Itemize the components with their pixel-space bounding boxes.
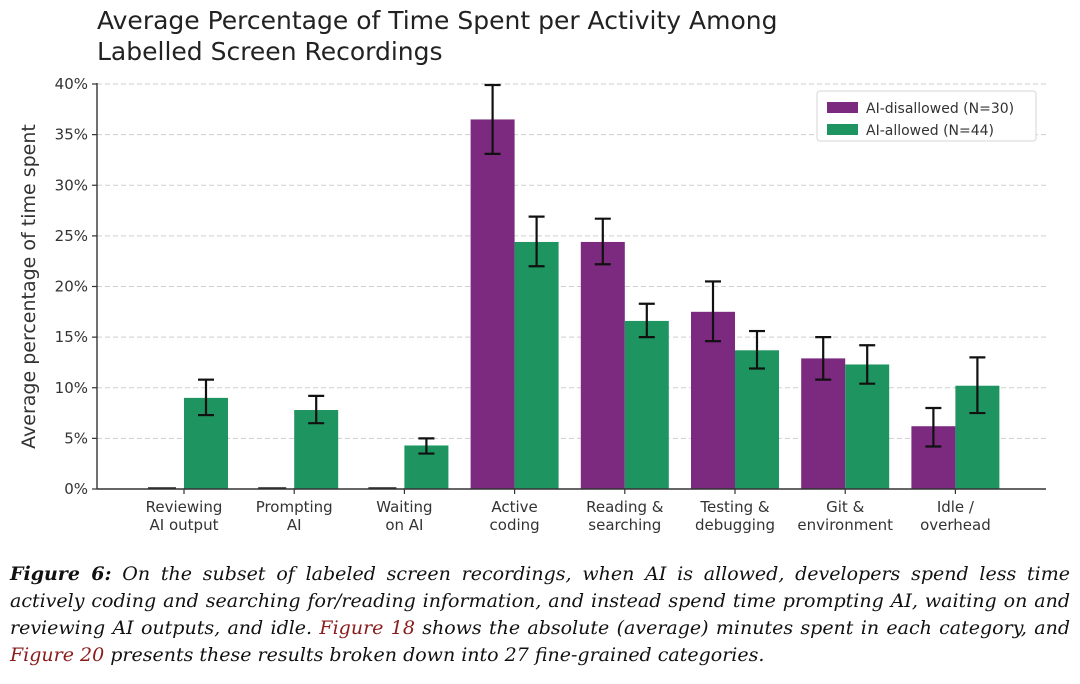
error-bars	[198, 83, 986, 455]
chart-title-line-2: Labelled Screen Recordings	[97, 37, 443, 66]
x-tick-label: Reviewing	[146, 498, 223, 516]
legend-box	[816, 90, 1037, 142]
y-tick-label: 40%	[55, 75, 88, 93]
x-tick-label: overhead	[920, 516, 991, 534]
bar	[845, 364, 890, 489]
y-tick-label: 30%	[55, 176, 88, 194]
bar	[624, 320, 669, 489]
y-tick-label: 0%	[64, 480, 88, 498]
legend: AI-disallowed (N=30) AI-allowed (N=44)	[816, 90, 1037, 142]
x-tick-label: Testing &	[699, 498, 770, 516]
figure-caption: Figure 6: On the subset of labeled scree…	[10, 561, 1070, 669]
legend-label: AI-allowed (N=44)	[866, 123, 994, 139]
bar	[514, 241, 559, 489]
x-tick-label: on AI	[385, 516, 423, 534]
bars	[148, 119, 1000, 489]
x-tick-label: Git &	[826, 498, 864, 516]
y-axis-ticks: 0% 5% 10% 15% 20% 25% 30% 35% 40%	[55, 75, 97, 498]
x-tick-label: Active	[491, 498, 537, 516]
y-axis-title: Average percentage of time spent	[18, 124, 40, 449]
legend-swatch	[827, 102, 858, 113]
figure-label: Figure 6:	[10, 563, 112, 585]
y-tick-label: 35%	[55, 126, 88, 144]
x-tick-label: Idle /	[937, 498, 975, 516]
figure-18-link[interactable]: Figure 18	[319, 617, 415, 639]
caption-text-2: shows the absolute (average) minutes spe…	[414, 617, 1070, 639]
bar	[580, 241, 625, 489]
gridlines	[97, 83, 1046, 439]
y-tick-label: 15%	[55, 328, 88, 346]
legend-swatch	[827, 124, 858, 135]
chart-title-line-1: Average Percentage of Time Spent per Act…	[97, 6, 777, 35]
legend-label: AI-disallowed (N=30)	[866, 101, 1014, 117]
y-tick-label: 25%	[55, 227, 88, 245]
caption-text-3: presents these results broken down into …	[104, 644, 765, 666]
y-tick-label: 10%	[55, 379, 88, 397]
x-tick-label: coding	[490, 516, 540, 534]
x-tick-label: Reading &	[586, 498, 664, 516]
x-tick-label: debugging	[695, 516, 775, 534]
bar	[735, 350, 779, 489]
x-tick-label: Waiting	[376, 498, 432, 516]
x-tick-label: searching	[588, 516, 661, 534]
x-tick-label: environment	[797, 516, 893, 534]
x-tick-label: AI output	[150, 516, 219, 534]
y-tick-label: 20%	[55, 278, 88, 296]
caption-text-1: On the subset of labeled screen recordin…	[10, 563, 1070, 639]
chart-title: Average Percentage of Time Spent per Act…	[97, 6, 777, 66]
x-tick-label: AI	[287, 516, 302, 534]
axes	[96, 83, 1046, 494]
bar-chart: Average Percentage of Time Spent per Act…	[18, 6, 1046, 534]
y-tick-label: 5%	[64, 429, 88, 447]
x-tick-label: Prompting	[256, 498, 333, 516]
figure-20-link[interactable]: Figure 20	[10, 644, 105, 666]
chart-canvas: Average Percentage of Time Spent per Act…	[18, 6, 1046, 534]
bar	[470, 119, 515, 489]
